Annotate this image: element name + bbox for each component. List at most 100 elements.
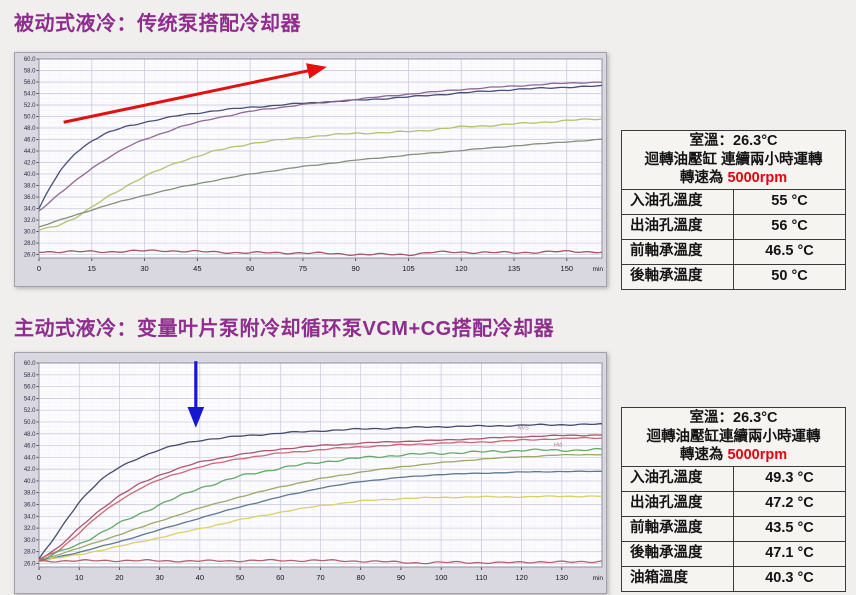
y-tick-label: 34.0 [24,514,36,520]
y-tick-label: 52.0 [24,408,36,414]
x-axis-unit: min [593,266,604,273]
x-tick-label: 0 [37,573,41,582]
y-tick-label: 42.0 [24,467,36,473]
y-tick-label: 38.0 [24,491,36,497]
room-temp-text: 室溫：26.3°C [689,133,778,149]
temp-label: 入油孔溫度 [621,188,734,215]
chart-canvas: 26.0 28.0 30.0 32.0 34.0 36.0 38.0 40.0 42.0 44.0… [24,57,604,273]
table-row: 前軸承溫度 43.5 °C [621,515,846,542]
x-tick-label: 70 [316,573,324,582]
table-row: 前軸承溫度 46.5 °C [621,238,846,265]
table-row: 後軸承溫度 47.1 °C [621,540,846,567]
active-cooling-chart: 26.0 28.0 30.0 32.0 34.0 36.0 38.0 40.0 42.0 44.0… [14,352,607,594]
y-tick-label: 46.0 [24,138,36,144]
table-header: 室溫：26.3°C 迴轉油壓缸 連續兩小時運轉 轉速為 5000rpm [621,130,846,190]
curve-annotation: HIb [554,443,563,449]
x-tick-label: 30 [140,264,148,273]
temp-label: 後軸承溫度 [621,540,734,567]
series-yellow [38,495,603,563]
temp-value: 47.2 °C [733,490,846,517]
x-tick-label: 0 [37,264,41,273]
y-tick-label: 30.0 [24,230,36,236]
table-row: 入油孔溫度 55 °C [621,188,846,215]
y-tick-label: 60.0 [24,361,36,367]
x-tick-label: 40 [196,573,204,582]
series-green [38,447,603,561]
temp-value: 50 °C [733,263,846,290]
temp-label: 後軸承溫度 [621,263,734,290]
series-room-temp-flat [38,558,603,565]
rpm-value: 5000rpm [727,447,788,463]
x-tick-label: 10 [75,573,83,582]
x-tick-label: 135 [508,264,521,273]
series-red [38,436,603,561]
series-steel-blue [38,470,603,562]
y-tick-label: 50.0 [24,115,36,121]
y-tick-label: 58.0 [24,373,36,379]
y-tick-label: 28.0 [24,241,36,247]
y-tick-label: 26.0 [24,561,36,567]
y-tick-label: 50.0 [24,420,36,426]
temp-label: 前軸承溫度 [621,515,734,542]
test-condition-text: 迴轉油壓缸 連續兩小時運轉 [644,151,823,168]
y-tick-label: 54.0 [24,92,36,98]
y-tick-label: 30.0 [24,538,36,544]
temp-value: 55 °C [733,188,846,215]
table-row: 出油孔溫度 56 °C [621,213,846,240]
temp-value: 40.3 °C [733,565,846,592]
series-crimson [38,434,602,560]
x-tick-label: 100 [435,573,448,582]
y-tick-label: 56.0 [24,80,36,86]
temp-label: 前軸承溫度 [621,238,734,265]
series-olive [38,453,603,562]
series-navy [38,423,603,560]
x-tick-label: 50 [236,573,244,582]
x-tick-label: 30 [155,573,163,582]
temp-label: 油箱溫度 [621,565,734,592]
x-tick-label: 110 [475,573,487,582]
x-tick-label: 15 [88,264,96,273]
speed-text: 轉速為 5000rpm [679,447,788,463]
x-axis-unit: min [593,575,604,582]
x-tick-label: 45 [193,264,201,273]
x-tick-label: 120 [455,264,468,273]
y-tick-label: 58.0 [24,69,36,75]
rpm-value: 5000rpm [727,170,788,186]
x-tick-label: 20 [115,573,123,582]
x-tick-label: 90 [352,264,360,273]
x-tick-label: 80 [357,573,365,582]
y-tick-label: 32.0 [24,218,36,224]
y-tick-label: 42.0 [24,161,36,167]
y-tick-label: 44.0 [24,455,36,461]
y-tick-label: 44.0 [24,149,36,155]
table-row: 油箱溫度 40.3 °C [621,565,846,592]
y-tick-label: 34.0 [24,207,36,213]
temp-value: 47.1 °C [733,540,846,567]
series-yellow-green [38,118,603,231]
table-header: 室溫：26.3°C 迴轉油壓缸連續兩小時運轉 轉速為 5000rpm [621,407,846,467]
series-purple [38,81,602,212]
x-tick-label: 130 [556,573,569,582]
temp-label: 出油孔溫度 [621,213,734,240]
table-row: 入油孔溫度 49.3 °C [621,465,846,492]
temp-label: 出油孔溫度 [621,490,734,517]
chart-canvas: 26.0 28.0 30.0 32.0 34.0 36.0 38.0 40.0 42.0 44.0… [24,361,604,582]
y-tick-label: 36.0 [24,503,36,509]
table-row: 出油孔溫度 47.2 °C [621,490,846,517]
x-tick-label: 90 [397,573,405,582]
y-tick-label: 48.0 [24,126,36,132]
y-tick-label: 46.0 [24,444,36,450]
rising-trend-arrow [63,63,327,124]
series-olive-gray [38,138,603,228]
y-tick-label: 54.0 [24,396,36,402]
x-tick-label: 60 [246,264,254,273]
table-row: 後軸承溫度 50 °C [621,263,846,290]
x-tick-label: 105 [402,264,415,273]
temp-value: 46.5 °C [733,238,846,265]
temp-label: 入油孔溫度 [621,465,734,492]
series-room-temp-flat [39,249,603,257]
x-tick-label: 60 [276,573,284,582]
y-tick-label: 40.0 [24,479,36,485]
speed-text: 轉速為 5000rpm [679,170,788,186]
